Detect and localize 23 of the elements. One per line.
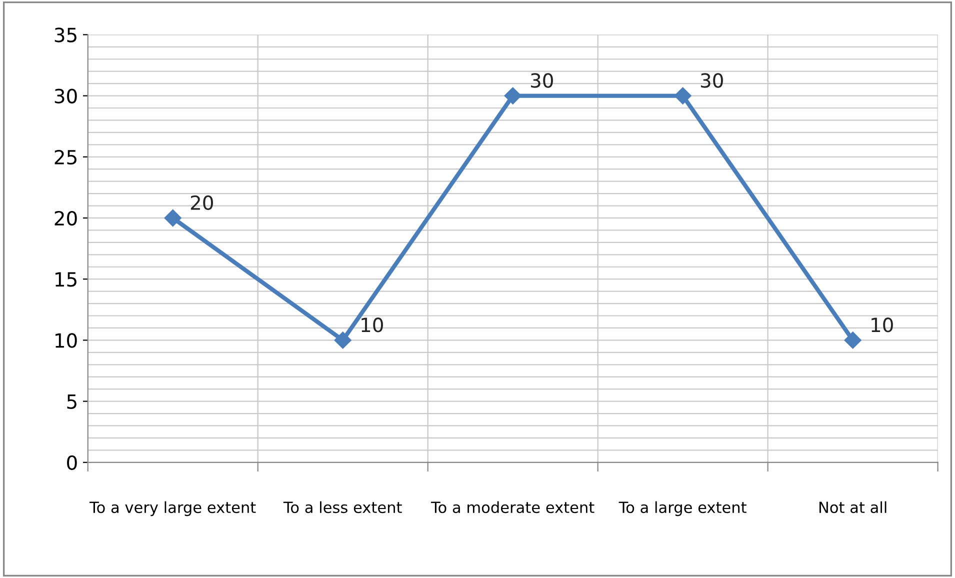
point [674,87,692,104]
point [504,87,522,104]
y-tick-label: 30 [54,88,77,104]
data-label: 30 [530,73,553,88]
y-tick-label: 0 [67,455,77,470]
x-tick-label: To a less extent [283,501,402,514]
y-tick-label: 10 [56,333,77,348]
y-tick-label: 25 [54,150,76,165]
x-tick-label: To a very large extent [90,501,256,516]
x-tick-label: Not at all [819,501,886,514]
point [844,332,862,349]
data-label: 10 [362,318,383,332]
y-tick-label: 15 [56,272,76,287]
data-label: 20 [190,195,213,210]
data-label: 30 [700,73,723,88]
point [164,209,182,227]
y-tick-label: 35 [54,28,76,42]
data-label: 10 [872,318,893,332]
y-tick-label: 20 [54,210,77,226]
y-tick-label: 5 [67,394,76,409]
x-tick-label: To a moderate extent [430,501,594,514]
x-tick-label: To a large extent [618,501,746,516]
point [334,332,352,349]
